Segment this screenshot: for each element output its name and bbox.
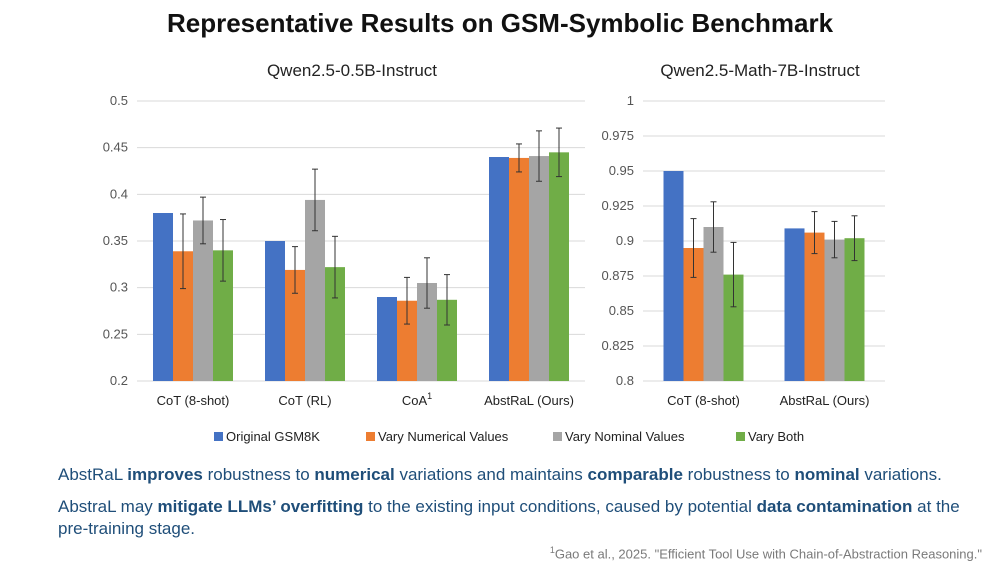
bar xyxy=(173,251,193,381)
bar xyxy=(265,241,285,381)
bar xyxy=(153,213,173,381)
bar xyxy=(804,232,825,381)
y-tick-label: 0.5 xyxy=(110,93,128,108)
y-tick-label: 0.95 xyxy=(609,163,634,178)
note-line-2: AbstraL may mitigate LLMs’ overfitting t… xyxy=(58,496,988,540)
y-tick-label: 0.25 xyxy=(103,326,128,341)
bar xyxy=(325,267,345,381)
x-category-label: CoA1 xyxy=(402,391,432,408)
bar xyxy=(285,269,305,381)
bar xyxy=(549,152,569,381)
y-tick-label: 0.875 xyxy=(601,268,634,283)
bar xyxy=(703,227,724,381)
legend-swatch xyxy=(553,432,562,441)
x-category-label: AbstRaL (Ours) xyxy=(780,393,870,408)
note-emphasis: improves xyxy=(127,465,203,484)
y-tick-label: 0.975 xyxy=(601,128,634,143)
bar xyxy=(213,250,233,381)
note-emphasis: nominal xyxy=(794,465,860,484)
footnote: 1Gao et al., 2025. "Efficient Tool Use w… xyxy=(550,545,982,561)
legend-swatch xyxy=(214,432,223,441)
note-emphasis: comparable xyxy=(587,465,683,484)
legend-label: Vary Both xyxy=(748,429,804,444)
y-tick-label: 0.3 xyxy=(110,280,128,295)
bar xyxy=(437,299,457,381)
bar xyxy=(417,283,437,381)
bar xyxy=(784,228,805,381)
x-category-label: CoT (8-shot) xyxy=(157,393,230,408)
y-tick-label: 0.825 xyxy=(601,338,634,353)
bar xyxy=(193,220,213,381)
bar xyxy=(824,239,845,381)
bar xyxy=(509,157,529,381)
x-category-text: AbstRaL (Ours) xyxy=(484,393,574,408)
bar xyxy=(377,297,397,381)
legend-swatch xyxy=(736,432,745,441)
bar xyxy=(663,171,684,381)
note-text: to the existing input conditions, caused… xyxy=(363,497,757,516)
bar xyxy=(683,248,704,381)
y-tick-label: 0.45 xyxy=(103,140,128,155)
note-text: variations. xyxy=(859,465,942,484)
note-line-1: AbstRaL improves robustness to numerical… xyxy=(58,464,942,486)
x-category-text: CoT (8-shot) xyxy=(667,393,740,408)
note-text: robustness to xyxy=(202,465,315,484)
x-category-text: CoT (RL) xyxy=(278,393,331,408)
chart-title: Qwen2.5-0.5B-Instruct xyxy=(267,61,437,80)
y-tick-label: 0.9 xyxy=(616,233,634,248)
note-emphasis: numerical xyxy=(314,465,395,484)
note-text: AbstRaL xyxy=(58,465,128,484)
y-tick-label: 0.925 xyxy=(601,198,634,213)
bar xyxy=(489,157,509,381)
y-tick-label: 1 xyxy=(627,93,634,108)
bar xyxy=(305,199,325,381)
note-text: AbstraL may xyxy=(58,497,158,516)
y-tick-label: 0.4 xyxy=(110,186,128,201)
bar xyxy=(844,238,865,381)
y-tick-label: 0.8 xyxy=(616,373,634,388)
bar xyxy=(397,300,417,381)
legend-swatch xyxy=(366,432,375,441)
x-category-text: CoT (8-shot) xyxy=(157,393,230,408)
bar xyxy=(723,274,744,381)
main-title: Representative Results on GSM-Symbolic B… xyxy=(166,8,834,38)
y-tick-label: 0.85 xyxy=(609,303,634,318)
x-category-label: CoT (8-shot) xyxy=(667,393,740,408)
bar xyxy=(529,156,549,381)
y-tick-label: 0.35 xyxy=(103,233,128,248)
x-category-text: CoA xyxy=(402,393,428,408)
legend-label: Vary Nominal Values xyxy=(565,429,685,444)
footnote-text: Gao et al., 2025. "Efficient Tool Use wi… xyxy=(554,546,982,562)
note-text: robustness to xyxy=(682,465,795,484)
chart-title: Qwen2.5-Math-7B-Instruct xyxy=(660,61,860,80)
x-category-label: CoT (RL) xyxy=(278,393,331,408)
note-emphasis: mitigate LLMs’ overfitting xyxy=(157,497,364,516)
footnote-marker: 1 xyxy=(549,545,555,555)
legend-label: Original GSM8K xyxy=(226,429,320,444)
x-category-text: AbstRaL (Ours) xyxy=(780,393,870,408)
legend-label: Vary Numerical Values xyxy=(378,429,509,444)
x-category-superscript: 1 xyxy=(427,391,432,401)
x-category-label: AbstRaL (Ours) xyxy=(484,393,574,408)
y-tick-label: 0.2 xyxy=(110,373,128,388)
note-text: variations and maintains xyxy=(394,465,588,484)
note-emphasis: data contamination xyxy=(756,497,913,516)
note-text: at the pre-training stage. xyxy=(58,497,960,538)
